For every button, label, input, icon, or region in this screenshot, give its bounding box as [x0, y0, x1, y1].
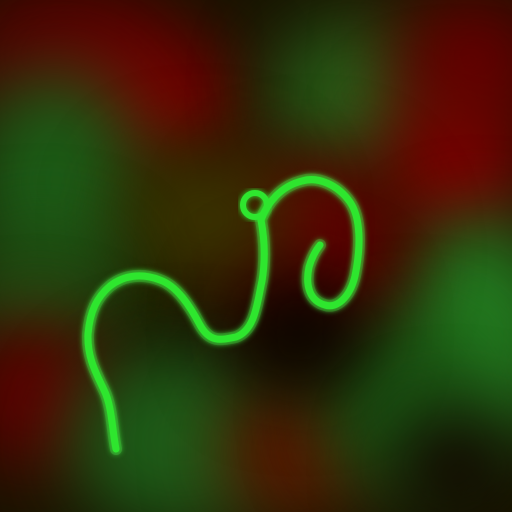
- snake-body: [84, 176, 363, 453]
- background-blob-dark: [390, 410, 512, 512]
- background-blob-red: [380, 90, 512, 240]
- snake-body-glow: [81, 173, 366, 455]
- snake-head-loop-icon: [240, 190, 270, 220]
